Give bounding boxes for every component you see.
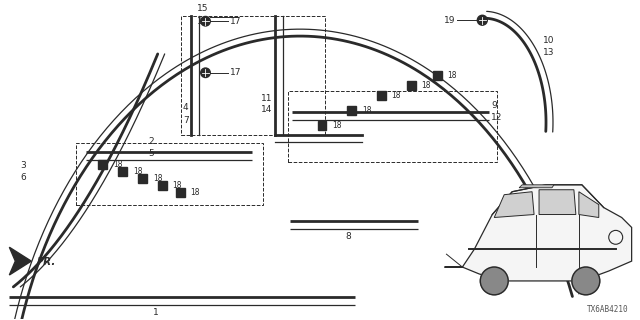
Text: 14: 14	[261, 105, 272, 115]
Polygon shape	[579, 192, 599, 218]
Text: 12: 12	[492, 113, 502, 122]
Polygon shape	[176, 188, 185, 197]
Text: 5: 5	[148, 149, 154, 158]
Text: 7: 7	[183, 116, 189, 125]
Polygon shape	[348, 106, 356, 115]
Circle shape	[201, 16, 211, 26]
Text: 8: 8	[345, 232, 351, 241]
Circle shape	[572, 267, 600, 295]
Text: 13: 13	[543, 48, 555, 57]
Circle shape	[480, 267, 508, 295]
Text: 19: 19	[444, 16, 456, 25]
Text: 18: 18	[332, 121, 342, 130]
Text: 17: 17	[230, 17, 242, 26]
Polygon shape	[444, 185, 632, 281]
Text: 18: 18	[392, 91, 401, 100]
Polygon shape	[377, 91, 386, 100]
Text: FR.: FR.	[37, 257, 56, 267]
Text: 3: 3	[20, 161, 26, 170]
Polygon shape	[158, 181, 167, 190]
Text: 17: 17	[230, 68, 242, 77]
Text: 18: 18	[133, 167, 142, 176]
Text: 10: 10	[543, 36, 555, 45]
Polygon shape	[539, 190, 576, 214]
Polygon shape	[118, 167, 127, 176]
Circle shape	[201, 68, 211, 77]
Text: 4: 4	[183, 103, 189, 112]
Text: 18: 18	[191, 188, 200, 197]
Polygon shape	[407, 81, 416, 90]
Text: 6: 6	[20, 173, 26, 182]
Text: 18: 18	[173, 181, 182, 190]
Polygon shape	[519, 185, 554, 188]
Text: 2: 2	[148, 137, 154, 146]
Text: 9: 9	[492, 101, 497, 110]
Text: 1: 1	[153, 308, 159, 317]
Polygon shape	[138, 174, 147, 183]
Text: 18: 18	[447, 71, 457, 80]
Text: 16: 16	[197, 17, 209, 26]
Text: 18: 18	[362, 106, 371, 115]
Text: 18: 18	[153, 174, 162, 183]
Polygon shape	[99, 161, 108, 169]
Polygon shape	[494, 192, 534, 218]
Text: 11: 11	[260, 93, 272, 102]
Text: 15: 15	[197, 4, 209, 13]
Text: 18: 18	[422, 81, 431, 90]
Text: TX6AB4210: TX6AB4210	[587, 305, 628, 314]
Polygon shape	[433, 71, 442, 80]
Polygon shape	[317, 121, 326, 130]
Polygon shape	[10, 247, 31, 275]
Text: 18: 18	[113, 160, 122, 170]
Circle shape	[477, 15, 487, 25]
